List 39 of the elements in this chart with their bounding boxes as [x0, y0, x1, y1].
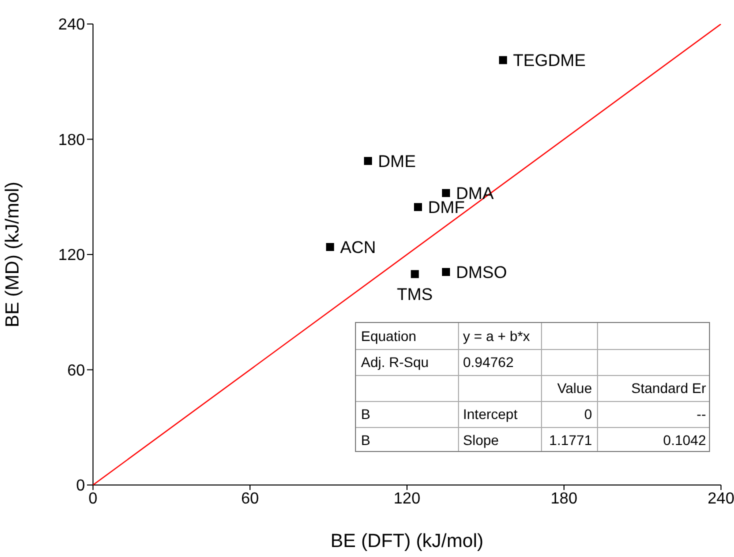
annotation: 0.94762 — [462, 353, 515, 372]
point — [414, 203, 422, 212]
annotation: Standard Er — [630, 379, 707, 398]
annotation: TMS — [396, 285, 433, 304]
annotation: Intercept — [462, 405, 518, 424]
point — [499, 56, 508, 64]
annotation: TEGDME — [513, 51, 586, 70]
annotation: 0.1042 — [662, 431, 707, 450]
annotation: Adj. R-Squ — [360, 353, 430, 372]
annotation: 1.1771 — [548, 431, 593, 450]
annotation: B — [360, 405, 372, 424]
x-tick-label: 180 — [550, 490, 578, 508]
annotation: DMSO — [456, 263, 507, 282]
point — [364, 156, 372, 165]
x-tick-label: 120 — [394, 490, 420, 508]
x-tick-label: 0 — [88, 490, 98, 508]
y-tick-label: 120 — [58, 247, 86, 264]
annotation: Equation — [360, 327, 418, 346]
x-tick-label: 60 — [241, 490, 259, 508]
annotation: DMF — [428, 198, 465, 218]
annotation: Slope — [462, 431, 500, 450]
annotation: 0 — [583, 405, 593, 424]
x-axis-title: BE (DFT) (kJ/mol) — [330, 531, 484, 552]
y-axis-title: BE (MD) (kJ/mol) — [2, 182, 24, 328]
x-tick-label: 240 — [708, 490, 734, 508]
y-tick-label: 240 — [58, 16, 86, 34]
y-tick-label: 60 — [67, 362, 86, 380]
annotation: B — [360, 431, 372, 450]
annotation: -- — [696, 405, 707, 424]
point — [442, 268, 450, 276]
annotation: DME — [378, 152, 416, 171]
point — [410, 270, 419, 278]
y-tick-label: 180 — [58, 132, 86, 149]
annotation: y = a + b*x — [462, 327, 531, 346]
y-tick-label: 0 — [76, 478, 86, 495]
point — [326, 243, 334, 252]
annotation: ACN — [340, 238, 376, 258]
point — [442, 189, 450, 198]
annotation: Value — [556, 379, 593, 398]
